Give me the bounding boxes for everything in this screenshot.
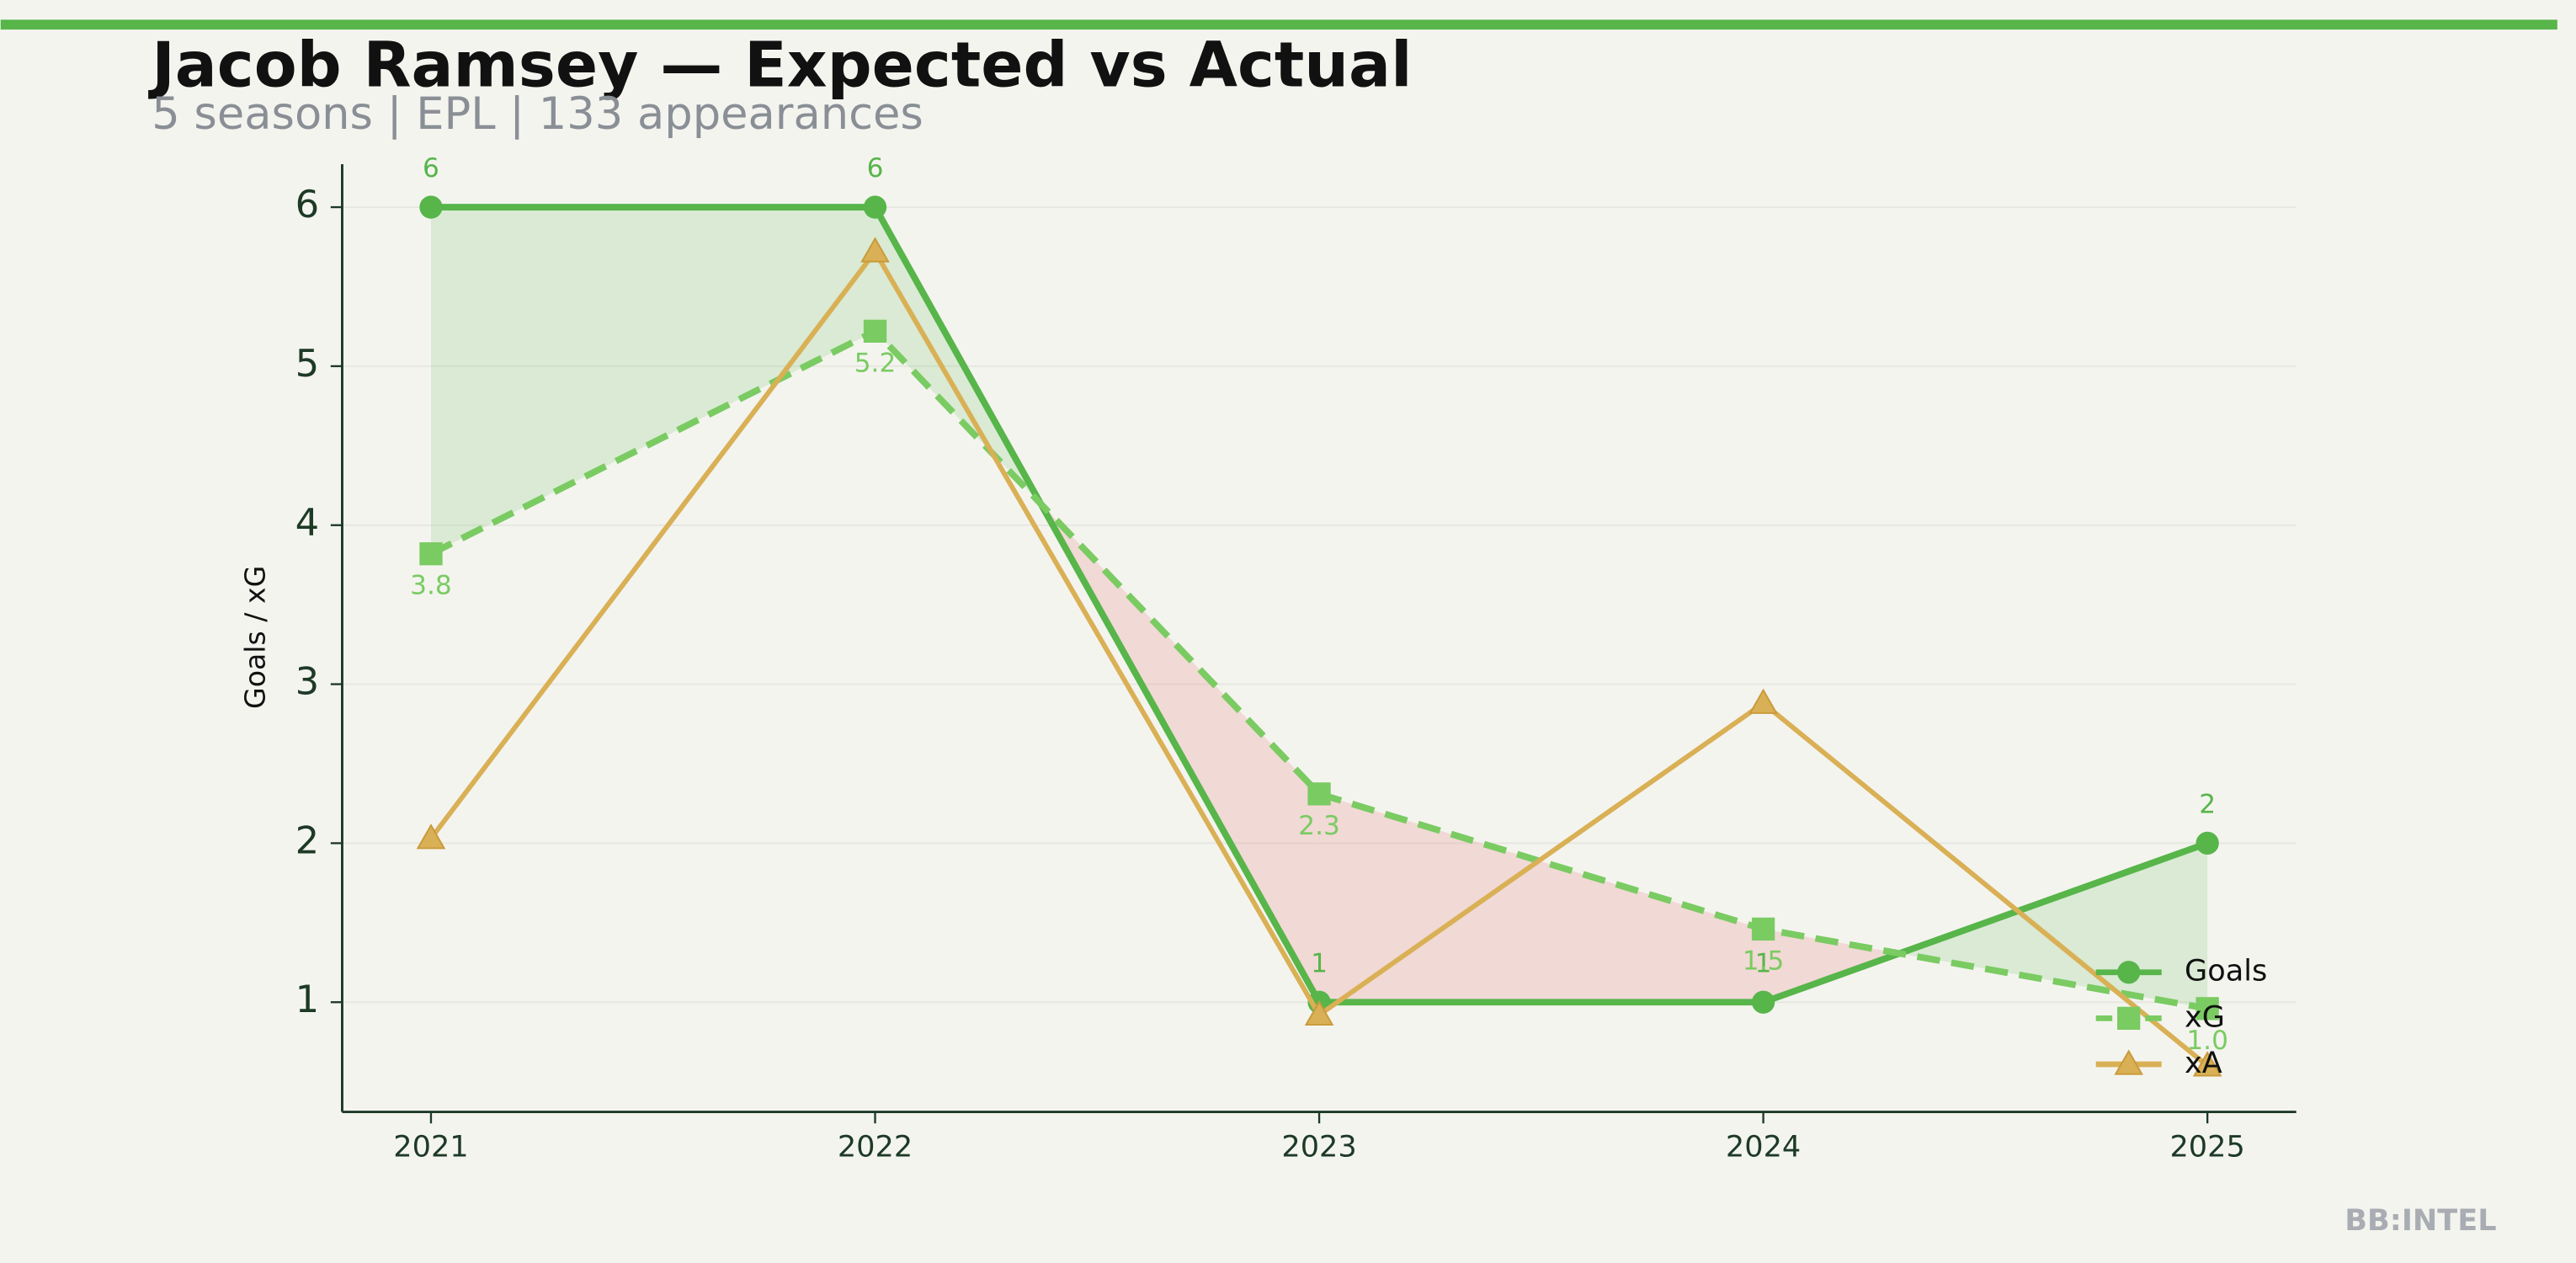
data-label: 1.5 [1743, 946, 1785, 976]
data-label: 2.3 [1298, 811, 1340, 841]
legend-label: Goals [2185, 954, 2267, 989]
x-tick-label: 2023 [1281, 1129, 1356, 1164]
data-label: 6 [423, 153, 439, 184]
difference-fill [430, 207, 876, 554]
chart-subtitle: 5 seasons | EPL | 133 appearances [152, 88, 923, 140]
data-label: 5.2 [854, 348, 897, 378]
y-tick-label: 3 [295, 659, 320, 704]
y-tick-label: 2 [295, 818, 320, 862]
data-point [1748, 688, 1778, 714]
y-axis-label: Goals / xG [239, 566, 272, 709]
y-tick-label: 1 [295, 977, 320, 1021]
data-label: 1.0 [2186, 1026, 2228, 1056]
data-point [1304, 999, 1334, 1026]
data-point [419, 542, 443, 566]
data-label: 3.8 [410, 571, 452, 601]
data-point [419, 195, 443, 219]
legend-marker [2114, 1049, 2143, 1075]
legend-marker [2117, 1006, 2141, 1031]
data-point [1751, 917, 1775, 941]
chart-title: Jacob Ramsey — Expected vs Actual [147, 29, 1412, 101]
data-point [863, 195, 887, 219]
data-point [2192, 1051, 2222, 1077]
x-tick-label: 2024 [1726, 1129, 1801, 1164]
y-tick-label: 5 [295, 341, 320, 386]
x-tick-label: 2022 [838, 1129, 913, 1164]
data-label: 1 [1755, 948, 1772, 978]
data-label: 1 [1311, 948, 1328, 978]
x-tick-label: 2025 [2169, 1129, 2244, 1164]
data-point [416, 823, 446, 850]
top-bar [0, 19, 2557, 30]
data-point [1307, 782, 1331, 806]
legend-label: xA [2185, 1046, 2222, 1080]
data-label: 6 [867, 153, 884, 184]
data-point [863, 319, 887, 343]
data-point [2195, 831, 2219, 855]
data-point [2195, 997, 2219, 1021]
y-tick-label: 4 [295, 500, 320, 545]
legend-marker [2117, 961, 2141, 984]
watermark: BB:INTEL [2344, 1203, 2496, 1238]
data-point [1751, 990, 1775, 1014]
data-point [860, 237, 890, 263]
data-label: 2 [2199, 790, 2216, 820]
x-tick-label: 2021 [393, 1129, 468, 1164]
y-tick-label: 6 [295, 182, 320, 226]
difference-fill [1319, 793, 1764, 1003]
legend-label: xG [2185, 999, 2225, 1034]
